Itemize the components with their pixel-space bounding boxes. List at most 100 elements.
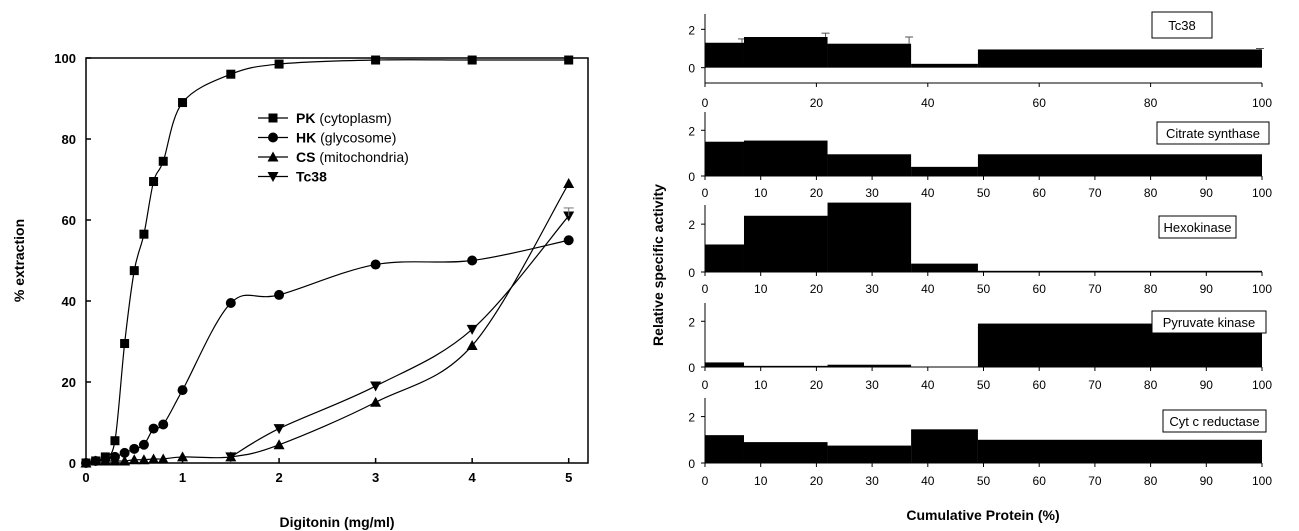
panel-label: Pyruvate kinase [1163, 315, 1256, 330]
bar [743, 140, 828, 176]
x-tick-label: 70 [1088, 378, 1102, 392]
y-tick-label: 2 [688, 124, 695, 138]
bar [743, 365, 828, 367]
y-tick-label: 0 [688, 361, 695, 375]
bar [827, 202, 912, 272]
panel-label-box [1151, 310, 1267, 334]
legend: PK (cytoplasm)HK (glycosome)CS (mitochon… [258, 110, 409, 185]
data-point-hk [370, 259, 381, 270]
y-tick-label: 0 [688, 62, 695, 76]
x-tick-label: 30 [865, 282, 879, 296]
x-tick-label: 0 [702, 186, 709, 200]
bar [705, 435, 744, 463]
x-tick-label: 60 [1033, 474, 1047, 488]
legend-entry-name: HK [296, 130, 316, 146]
data-point-tc38 [273, 424, 285, 435]
x-tick-label: 90 [1200, 186, 1214, 200]
data-point-pk [467, 55, 477, 65]
legend-entry: PK (cytoplasm) [296, 110, 392, 126]
panel-label: Cyt c reductase [1169, 414, 1259, 429]
data-point-hk [563, 235, 574, 246]
legend-entry-compartment: (mitochondria) [315, 149, 408, 165]
data-point-tc38 [563, 211, 575, 222]
x-tick-label: 0 [82, 470, 89, 485]
x-tick-label: 2 [275, 470, 282, 485]
y-axis-label: % extraction [11, 219, 27, 302]
x-tick-label: 100 [1252, 474, 1272, 488]
plot-frame [85, 57, 589, 464]
data-point-cs [128, 454, 140, 465]
x-tick-label: 20 [810, 96, 824, 110]
data-point-pk [178, 98, 188, 108]
data-point-cs [148, 453, 160, 464]
x-tick-label: 60 [1033, 96, 1047, 110]
x-tick-label: 5 [565, 470, 572, 485]
data-point-tc38 [466, 324, 478, 335]
data-point-pk [158, 156, 168, 166]
x-tick-label: 0 [702, 474, 709, 488]
bar [743, 37, 828, 68]
data-point-cs [563, 178, 575, 189]
x-tick-label: 10 [754, 186, 768, 200]
x-tick-label: 80 [1144, 96, 1158, 110]
panel-label: Citrate synthase [1166, 126, 1260, 141]
x-tick-label: 40 [921, 378, 935, 392]
bar [827, 43, 912, 68]
data-point-hk [119, 447, 130, 458]
x-tick-label: 0 [702, 96, 709, 110]
data-point-cs [466, 340, 478, 351]
data-point-cs [90, 455, 102, 466]
x-tick-label: 20 [810, 282, 824, 296]
x-axis-label: Cumulative Protein (%) [906, 507, 1059, 523]
bar [705, 244, 744, 272]
x-tick-label: 80 [1144, 378, 1158, 392]
panel-label-box [1162, 409, 1267, 433]
x-tick-label: 10 [754, 282, 768, 296]
fraction-label: SG [863, 67, 882, 82]
x-tick-label: 50 [977, 474, 991, 488]
x-tick-label: 100 [1252, 96, 1272, 110]
x-tick-label: 80 [1144, 282, 1158, 296]
bar [911, 263, 978, 272]
data-point-pk [139, 229, 149, 239]
series-line-tc38 [230, 215, 570, 458]
y-tick-label: 80 [62, 132, 76, 147]
y-tick-label: 0 [688, 457, 695, 471]
fraction-label: S [1108, 67, 1117, 82]
data-point-cs [177, 451, 189, 462]
x-axis-label: Digitonin (mg/ml) [279, 514, 394, 530]
x-tick-label: 80 [1144, 474, 1158, 488]
data-point-hk [148, 423, 159, 434]
x-tick-label: 90 [1200, 378, 1214, 392]
x-tick-label: 60 [1033, 186, 1047, 200]
legend-marker [268, 132, 278, 143]
x-tick-label: 40 [921, 186, 935, 200]
data-point-hk [129, 443, 140, 454]
data-point-hk [158, 419, 169, 430]
y-tick-label: 0 [69, 456, 76, 471]
x-tick-label: 10 [754, 474, 768, 488]
x-tick-label: 70 [1088, 186, 1102, 200]
data-point-pk [226, 69, 236, 79]
legend-entry: CS (mitochondria) [296, 149, 409, 165]
bar [705, 362, 744, 367]
data-point-hk [225, 298, 236, 309]
x-tick-label: 70 [1088, 282, 1102, 296]
y-tick-label: 2 [688, 218, 695, 232]
x-tick-label: 100 [1252, 282, 1272, 296]
x-tick-label: 40 [921, 96, 935, 110]
y-tick-label: 40 [62, 294, 76, 309]
x-tick-label: 30 [865, 474, 879, 488]
x-tick-label: 20 [810, 186, 824, 200]
x-tick-label: 3 [372, 470, 379, 485]
x-tick-label: 10 [754, 378, 768, 392]
data-point-cs [119, 455, 131, 466]
panel-label-box [1156, 121, 1270, 145]
y-tick-label: 2 [688, 23, 695, 37]
panel-label: Hexokinase [1164, 220, 1232, 235]
